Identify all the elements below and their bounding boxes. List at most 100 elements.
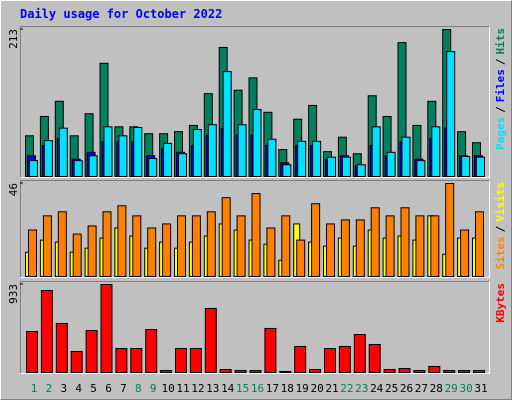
bar: [371, 126, 381, 177]
bar: [219, 368, 232, 374]
x-tick-label: 4: [75, 382, 82, 395]
x-tick-label: 29: [445, 382, 458, 395]
bar: [353, 333, 366, 374]
legend-separator: /: [494, 225, 507, 232]
bar: [40, 290, 53, 373]
bar: [189, 348, 202, 374]
panel-bevel-dark: [20, 180, 490, 278]
x-tick-label: 1: [31, 382, 38, 395]
x-tick-label: 23: [355, 382, 368, 395]
bar: [206, 211, 216, 278]
bar: [148, 158, 158, 177]
x-tick-label: 13: [206, 382, 219, 395]
bar: [386, 151, 396, 178]
bar: [460, 229, 470, 277]
y-tick-label: 933: [7, 284, 20, 304]
x-tick-label: 16: [251, 382, 264, 395]
x-tick-label: 17: [266, 382, 279, 395]
bar: [282, 164, 292, 178]
bar: [443, 370, 456, 373]
bar: [264, 327, 277, 374]
bar: [57, 211, 67, 278]
bar: [385, 215, 395, 277]
bar: [473, 370, 485, 373]
legend: Pages / Files / Hits: [494, 28, 507, 150]
bar: [296, 239, 306, 277]
bar: [413, 370, 426, 373]
legend-entry: Files: [494, 69, 507, 102]
bar: [204, 307, 217, 373]
bar: [58, 127, 68, 177]
bar: [133, 127, 143, 177]
bar: [117, 205, 127, 278]
bar: [147, 227, 157, 277]
panel-bevel-light: [20, 180, 490, 278]
bar: [324, 348, 336, 374]
bar: [356, 164, 366, 178]
bar: [338, 345, 351, 373]
bar: [207, 124, 217, 177]
bar: [178, 153, 187, 178]
chart-title: Daily usage for October 2022: [20, 7, 222, 21]
x-tick-label: 31: [474, 382, 487, 395]
bar: [445, 183, 455, 277]
bar: [267, 138, 277, 177]
bar: [162, 223, 172, 277]
x-tick-label: 20: [310, 382, 323, 395]
bar: [475, 211, 484, 278]
bar: [103, 126, 113, 177]
bar: [237, 124, 247, 177]
bar: [431, 126, 441, 177]
legend-entry: Sites: [494, 236, 507, 269]
legend: Sites / Visits: [494, 182, 507, 270]
x-tick-label: 28: [430, 382, 443, 395]
bar: [294, 345, 307, 373]
bar: [415, 215, 425, 277]
bar: [251, 193, 261, 277]
x-tick-label: 8: [135, 382, 142, 395]
bar: [118, 135, 128, 178]
bar: [428, 365, 441, 374]
bar: [175, 348, 187, 374]
bar: [55, 322, 68, 374]
legend: KBytes: [494, 283, 507, 323]
bar: [163, 142, 173, 178]
x-tick-label: 24: [370, 382, 384, 395]
bar: [340, 219, 350, 278]
panel-bevel-dark: [20, 26, 490, 178]
x-tick-label: 7: [120, 382, 127, 395]
bar: [100, 284, 113, 373]
x-tick-label: 2: [46, 382, 53, 395]
legend-separator: /: [494, 106, 507, 113]
bar: [326, 223, 335, 277]
x-tick-label: 5: [90, 382, 97, 395]
bar: [461, 155, 471, 177]
bar: [115, 348, 128, 374]
x-tick-label: 22: [340, 382, 353, 395]
x-tick-label: 26: [400, 382, 413, 395]
bar: [281, 215, 291, 277]
bar: [312, 140, 322, 177]
bar: [430, 215, 440, 277]
bar: [130, 348, 143, 374]
bar: [26, 330, 38, 374]
bar: [400, 207, 410, 277]
bar: [309, 368, 322, 374]
bar: [279, 370, 292, 374]
x-tick-label: 27: [415, 382, 428, 395]
bar: [102, 211, 112, 278]
bar: [383, 368, 396, 374]
bar: [221, 197, 231, 277]
bar: [355, 219, 365, 278]
bar: [29, 160, 38, 177]
bar: [234, 370, 247, 373]
x-tick-label: 30: [459, 382, 472, 395]
bar: [132, 215, 142, 277]
bar: [192, 129, 202, 177]
x-tick-label: 12: [191, 382, 204, 395]
bar: [191, 215, 201, 277]
bar: [160, 370, 173, 373]
bar: [311, 203, 321, 277]
bar: [327, 156, 336, 177]
